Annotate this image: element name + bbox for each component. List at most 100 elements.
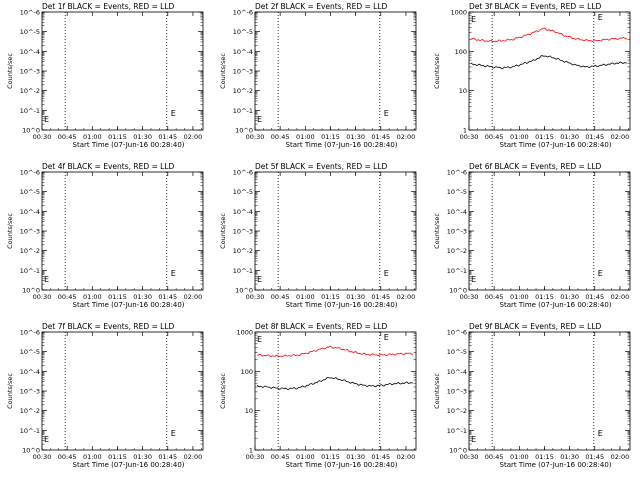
plot-frame bbox=[468, 11, 631, 131]
event-marker-glyph: E bbox=[171, 109, 176, 118]
panel-title: Det 7f BLACK = Events, RED = LLD bbox=[42, 322, 175, 331]
y-tick-label: 1000 bbox=[236, 329, 253, 337]
panel-title: Det 8f BLACK = Events, RED = LLD bbox=[255, 322, 388, 331]
x-tick-label: 02:00 bbox=[611, 293, 630, 301]
y-tick-label: 10^-4 bbox=[233, 48, 253, 56]
x-tick-label: 01:00 bbox=[510, 133, 529, 141]
x-tick-label: 02:00 bbox=[611, 453, 630, 461]
x-tick-label: 01:45 bbox=[585, 133, 604, 141]
panel-title: Det 5f BLACK = Events, RED = LLD bbox=[255, 162, 388, 171]
y-tick-label: 10^-6 bbox=[233, 9, 253, 17]
x-tick-label: 01:45 bbox=[585, 453, 604, 461]
x-tick-label: 00:45 bbox=[271, 133, 290, 141]
x-tick-label: 01:30 bbox=[346, 453, 365, 461]
detector-panel-5: Det 5f BLACK = Events, RED = LLD Counts/s… bbox=[219, 162, 417, 309]
plot-frame bbox=[254, 331, 417, 451]
y-tick-label: 10^-1 bbox=[447, 427, 467, 435]
y-tick-label: 10^-6 bbox=[233, 169, 253, 177]
x-tick-label: 01:30 bbox=[346, 293, 365, 301]
x-tick-label: 00:30 bbox=[246, 453, 265, 461]
detector-panel-1: Det 1f BLACK = Events, RED = LLD Counts/s… bbox=[6, 2, 204, 149]
event-marker-glyph: E bbox=[471, 275, 476, 284]
panel-title: Det 3f BLACK = Events, RED = LLD bbox=[469, 2, 602, 11]
panel-title: Det 4f BLACK = Events, RED = LLD bbox=[42, 162, 175, 171]
x-axis-label: Start Time (07-Jun-16 00:28:40) bbox=[286, 141, 398, 149]
panel-title: Det 2f BLACK = Events, RED = LLD bbox=[255, 2, 388, 11]
y-tick-label: 10^-4 bbox=[447, 208, 467, 216]
y-tick-label: 10^-2 bbox=[233, 247, 253, 255]
y-tick-label: 10^-2 bbox=[20, 87, 40, 95]
events-series-line bbox=[256, 376, 414, 391]
y-tick-label: 10^-5 bbox=[233, 28, 253, 36]
x-tick-label: 00:45 bbox=[485, 133, 504, 141]
x-tick-label: 01:00 bbox=[83, 293, 102, 301]
event-marker-glyph: E bbox=[384, 333, 389, 342]
x-tick-label: 01:00 bbox=[83, 453, 102, 461]
detector-panel-7: Det 7f BLACK = Events, RED = LLD Counts/s… bbox=[6, 322, 204, 469]
y-tick-label: 10^-4 bbox=[447, 368, 467, 376]
x-tick-label: 01:30 bbox=[560, 453, 579, 461]
event-marker-glyph: E bbox=[171, 269, 176, 278]
event-marker-glyph: E bbox=[384, 109, 389, 118]
x-tick-label: 01:15 bbox=[321, 133, 340, 141]
event-marker-glyph: E bbox=[44, 115, 49, 124]
y-tick-label: 10^-1 bbox=[20, 427, 40, 435]
detector-panel-9: Det 9f BLACK = Events, RED = LLD Counts/s… bbox=[433, 322, 631, 469]
x-tick-label: 00:45 bbox=[485, 293, 504, 301]
event-marker-glyph: E bbox=[598, 13, 603, 22]
plot-frame bbox=[41, 11, 204, 131]
x-tick-label: 00:45 bbox=[58, 453, 77, 461]
x-tick-label: 00:30 bbox=[460, 453, 479, 461]
y-tick-label: 10^-2 bbox=[233, 87, 253, 95]
x-tick-label: 00:30 bbox=[33, 453, 52, 461]
y-tick-label: 10^-4 bbox=[233, 208, 253, 216]
x-tick-label: 00:45 bbox=[271, 453, 290, 461]
y-tick-label: 10^-3 bbox=[20, 228, 40, 236]
x-tick-label: 01:15 bbox=[108, 133, 127, 141]
y-tick-label: 10^0 bbox=[449, 447, 467, 455]
x-tick-label: 01:45 bbox=[371, 133, 390, 141]
x-tick-label: 01:00 bbox=[83, 133, 102, 141]
y-tick-label: 10^0 bbox=[22, 287, 40, 295]
event-marker-glyph: E bbox=[471, 435, 476, 444]
x-axis-label: Start Time (07-Jun-16 00:28:40) bbox=[500, 301, 612, 309]
y-tick-label: 10^-5 bbox=[447, 188, 467, 196]
x-tick-label: 01:45 bbox=[158, 133, 177, 141]
y-tick-label: 10^-2 bbox=[20, 247, 40, 255]
y-axis-label: Counts/sec bbox=[433, 53, 441, 89]
x-tick-label: 02:00 bbox=[611, 133, 630, 141]
y-tick-label: 10^-4 bbox=[20, 48, 40, 56]
event-marker-glyph: E bbox=[44, 435, 49, 444]
plot-frame bbox=[468, 331, 631, 451]
plot-frame bbox=[468, 171, 631, 291]
x-tick-label: 01:30 bbox=[560, 133, 579, 141]
event-marker-glyph: E bbox=[598, 269, 603, 278]
y-tick-label: 10^0 bbox=[449, 287, 467, 295]
detector-panel-6: Det 6f BLACK = Events, RED = LLD Counts/s… bbox=[433, 162, 631, 309]
x-tick-label: 01:00 bbox=[296, 293, 315, 301]
y-tick-label: 10^-4 bbox=[20, 208, 40, 216]
y-tick-label: 10^-5 bbox=[233, 188, 253, 196]
y-tick-label: 10^0 bbox=[235, 287, 253, 295]
x-tick-label: 01:00 bbox=[510, 293, 529, 301]
y-tick-label: 10^-2 bbox=[20, 407, 40, 415]
y-tick-label: 10^-3 bbox=[233, 68, 253, 76]
y-tick-label: 10^0 bbox=[22, 447, 40, 455]
x-tick-label: 01:30 bbox=[133, 453, 152, 461]
event-marker-glyph: E bbox=[598, 429, 603, 438]
y-axis-label: Counts/sec bbox=[433, 373, 441, 409]
x-tick-label: 00:30 bbox=[460, 133, 479, 141]
x-tick-label: 00:30 bbox=[460, 293, 479, 301]
detector-panel-8: Det 8f BLACK = Events, RED = LLD Counts/s… bbox=[219, 322, 417, 469]
y-tick-label: 10^-2 bbox=[447, 407, 467, 415]
y-tick-label: 10^-3 bbox=[447, 228, 467, 236]
x-tick-label: 01:30 bbox=[133, 133, 152, 141]
x-tick-label: 02:00 bbox=[184, 293, 203, 301]
x-tick-label: 01:15 bbox=[535, 293, 554, 301]
y-tick-label: 10^-2 bbox=[447, 247, 467, 255]
x-tick-label: 00:30 bbox=[246, 133, 265, 141]
y-axis-label: Counts/sec bbox=[219, 373, 227, 409]
y-tick-label: 10^-1 bbox=[447, 267, 467, 275]
x-tick-label: 01:30 bbox=[560, 293, 579, 301]
x-tick-label: 01:15 bbox=[108, 293, 127, 301]
